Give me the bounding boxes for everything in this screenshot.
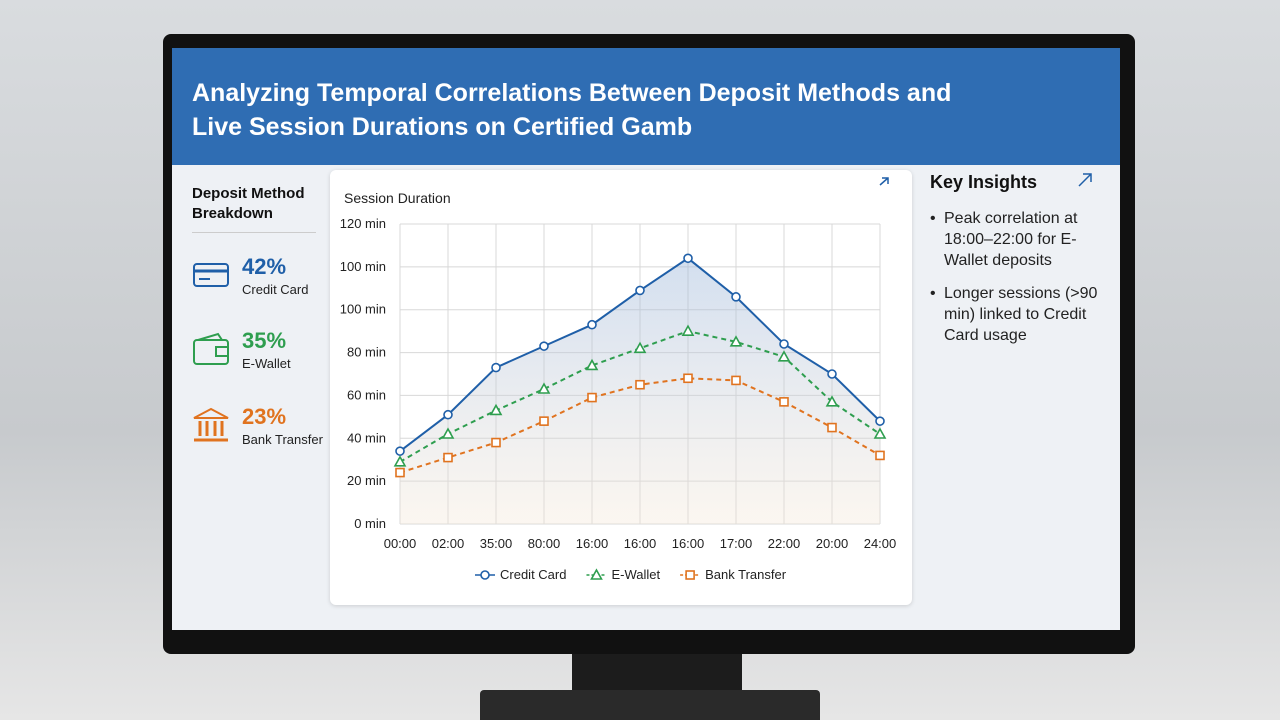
point	[443, 409, 453, 420]
card-icon	[193, 263, 229, 287]
y-tick-label: 80 min	[347, 345, 386, 360]
x-tick-label: 02:00	[432, 536, 465, 551]
x-tick-label: 16:00	[672, 536, 705, 551]
insight-item: Peak correlation at 18:00–22:00 for E-Wa…	[930, 208, 1104, 271]
method-percent: 35%	[242, 328, 287, 353]
header: Analyzing Temporal Correlations Between …	[172, 48, 1120, 165]
point	[683, 253, 693, 264]
method-percent: 23%	[242, 404, 287, 429]
point	[539, 341, 549, 351]
point	[491, 362, 501, 373]
point	[777, 350, 791, 362]
monitor-base	[480, 690, 820, 720]
point	[685, 570, 695, 580]
chart-title: Session Duration	[344, 190, 451, 206]
point	[635, 379, 645, 390]
method-label: Bank Transfer	[242, 432, 323, 447]
y-tick-label: 100 min	[340, 302, 386, 317]
x-tick-label: 16:00	[624, 536, 657, 551]
page-title: Analyzing Temporal Correlations Between …	[192, 79, 952, 141]
method-label: E-Wallet	[242, 356, 291, 371]
point	[873, 427, 887, 439]
point	[779, 339, 789, 349]
x-tick-label: 17:00	[720, 536, 753, 551]
x-tick-label: 22:00	[768, 536, 801, 551]
y-tick-label: 100 min	[340, 259, 386, 274]
x-tick-label: 80:00	[528, 536, 561, 551]
x-tick-label: 00:00	[384, 536, 417, 551]
point	[539, 416, 549, 426]
point	[587, 392, 597, 403]
point	[731, 375, 741, 386]
legend-label: E-Wallet	[611, 567, 660, 582]
point	[635, 285, 645, 296]
point	[827, 422, 837, 433]
point	[395, 446, 405, 456]
point	[875, 416, 885, 426]
legend-label: Bank Transfer	[705, 567, 787, 582]
y-tick-label: 60 min	[347, 387, 386, 402]
point	[729, 335, 743, 347]
method-item: 42% Credit Card	[192, 254, 342, 304]
x-tick-label: 24:00	[864, 536, 897, 551]
chart: Session Duration 0 min 20 min 40 min 60 min…	[340, 177, 897, 582]
point	[489, 403, 503, 416]
expand-icon[interactable]	[879, 177, 889, 186]
insights-title: Key Insights	[930, 172, 1038, 192]
point	[393, 455, 407, 467]
point	[681, 324, 695, 336]
point	[537, 382, 551, 394]
method-percent: 42%	[242, 254, 287, 279]
legend-label: Credit Card	[500, 567, 566, 582]
method-item: 23% Bank Transfer	[192, 404, 342, 454]
wallet-icon	[193, 332, 229, 365]
point	[395, 467, 405, 478]
y-tick-label: 120 min	[340, 216, 386, 231]
expand-icon[interactable]	[1077, 172, 1093, 188]
point	[590, 568, 603, 580]
point	[480, 570, 490, 580]
point	[633, 341, 647, 354]
chart-card: Session Duration 0 min 20 min 40 min 60 min…	[330, 170, 912, 605]
point	[441, 427, 455, 439]
insight-item: Longer sessions (>90 min) linked to Cred…	[930, 283, 1104, 346]
point	[491, 437, 501, 448]
point	[825, 395, 839, 407]
y-tick-label: 40 min	[347, 430, 386, 445]
screen: Analyzing Temporal Correlations Between …	[172, 48, 1120, 630]
sidebar-title: Deposit Method Breakdown	[192, 185, 305, 222]
divider	[192, 232, 316, 233]
point	[875, 450, 885, 461]
y-tick-label: 0 min	[354, 516, 386, 531]
point	[587, 319, 597, 330]
method-item: 35% E-Wallet	[192, 328, 342, 378]
bank-icon	[193, 407, 229, 442]
point	[779, 397, 789, 407]
x-tick-label: 20:00	[816, 536, 849, 551]
method-label: Credit Card	[242, 282, 309, 297]
x-tick-label: 16:00	[576, 536, 609, 551]
point	[827, 369, 837, 379]
point	[731, 292, 741, 302]
area-fill	[400, 258, 880, 524]
point	[585, 358, 599, 371]
point	[683, 373, 693, 384]
point	[443, 452, 453, 463]
y-tick-label: 20 min	[347, 473, 386, 488]
x-tick-label: 35:00	[480, 536, 513, 551]
